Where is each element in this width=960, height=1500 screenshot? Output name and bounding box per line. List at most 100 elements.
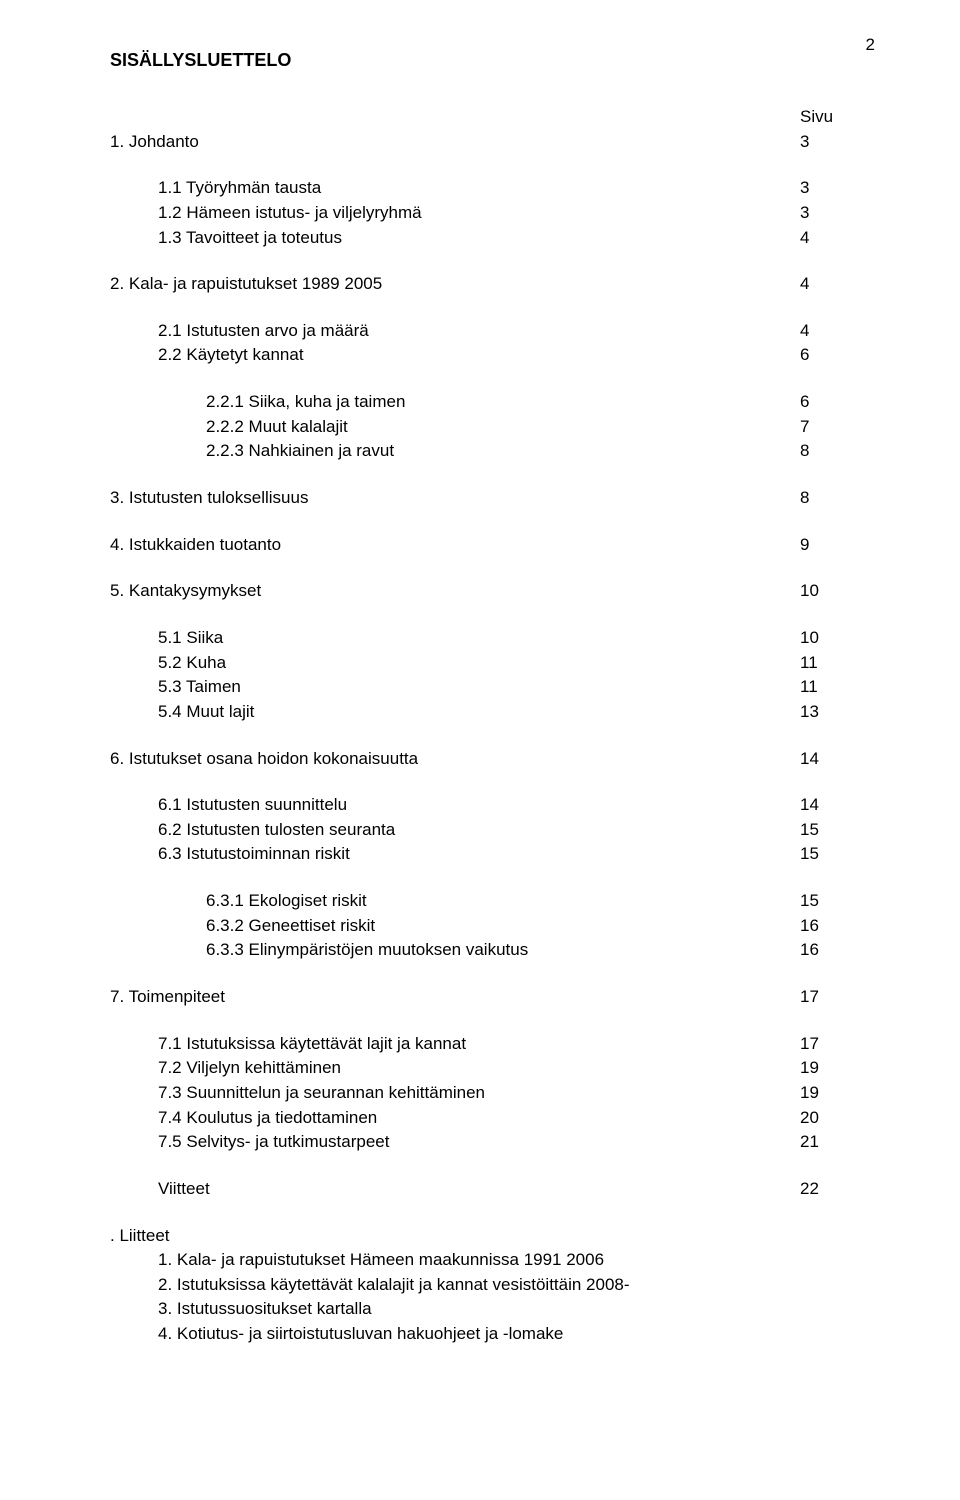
toc-page: 4: [800, 272, 860, 297]
toc-entry: 2.2.3 Nahkiainen ja ravut 8: [206, 439, 860, 464]
toc-entry: 7. Toimenpiteet 17: [110, 985, 860, 1010]
toc-entry: 7.1 Istutuksissa käytettävät lajit ja ka…: [158, 1032, 860, 1057]
appendix-heading: . Liitteet: [110, 1224, 860, 1249]
toc-page: 7: [800, 415, 860, 440]
toc-entry: 6.3.2 Geneettiset riskit 16: [206, 914, 860, 939]
toc-label: 6.3 Istutustoiminnan riskit: [158, 842, 800, 867]
toc-entry: 6.3.3 Elinympäristöjen muutoksen vaikutu…: [206, 938, 860, 963]
toc-page: 16: [800, 938, 860, 963]
toc-page: 8: [800, 486, 860, 511]
toc-label: 2.2.3 Nahkiainen ja ravut: [206, 439, 800, 464]
toc-entry: 1.2 Hämeen istutus- ja viljelyryhmä 3: [158, 201, 860, 226]
toc-entry: 3. Istutusten tuloksellisuus 8: [110, 486, 860, 511]
toc-page: 11: [800, 651, 860, 676]
toc-entry: 7.2 Viljelyn kehittäminen 19: [158, 1056, 860, 1081]
toc-page: 17: [800, 985, 860, 1010]
toc-label: 2.2.2 Muut kalalajit: [206, 415, 800, 440]
toc-page: 3: [800, 130, 860, 155]
sivu-header-row: Sivu: [110, 105, 860, 130]
toc-label: 7. Toimenpiteet: [110, 985, 800, 1010]
toc-entry: 2. Kala- ja rapuistutukset 1989 2005 4: [110, 272, 860, 297]
toc-label: 5.1 Siika: [158, 626, 800, 651]
page-number: 2: [866, 35, 875, 55]
toc-page: 19: [800, 1056, 860, 1081]
appendix-item: 1. Kala- ja rapuistutukset Hämeen maakun…: [158, 1248, 860, 1273]
toc-page: 13: [800, 700, 860, 725]
toc-page: 4: [800, 319, 860, 344]
toc-label: 6.3.3 Elinympäristöjen muutoksen vaikutu…: [206, 938, 800, 963]
toc-label: 3. Istutusten tuloksellisuus: [110, 486, 800, 511]
toc-entry: 6.3.1 Ekologiset riskit 15: [206, 889, 860, 914]
toc-label: 6.1 Istutusten suunnittelu: [158, 793, 800, 818]
toc-page: 21: [800, 1130, 860, 1155]
toc-entry: 5.2 Kuha 11: [158, 651, 860, 676]
toc-page: 15: [800, 818, 860, 843]
toc-label: 2.1 Istutusten arvo ja määrä: [158, 319, 800, 344]
toc-label: 5. Kantakysymykset: [110, 579, 800, 604]
toc-page: 11: [800, 675, 860, 700]
toc-label: 1.2 Hämeen istutus- ja viljelyryhmä: [158, 201, 800, 226]
toc-label: Viitteet: [158, 1177, 800, 1202]
toc-label: 2.2 Käytetyt kannat: [158, 343, 800, 368]
toc-label: 5.4 Muut lajit: [158, 700, 800, 725]
toc-label: 5.2 Kuha: [158, 651, 800, 676]
toc-page: 16: [800, 914, 860, 939]
toc-label: 6.3.1 Ekologiset riskit: [206, 889, 800, 914]
toc-page: 4: [800, 226, 860, 251]
toc-page: 19: [800, 1081, 860, 1106]
toc-page: 20: [800, 1106, 860, 1131]
toc-label: 7.4 Koulutus ja tiedottaminen: [158, 1106, 800, 1131]
toc-label: 7.1 Istutuksissa käytettävät lajit ja ka…: [158, 1032, 800, 1057]
toc-entry: 5.4 Muut lajit 13: [158, 700, 860, 725]
toc-entry: 5.3 Taimen 11: [158, 675, 860, 700]
toc-page: 9: [800, 533, 860, 558]
toc-label: 4. Istukkaiden tuotanto: [110, 533, 800, 558]
toc-label: 7.5 Selvitys- ja tutkimustarpeet: [158, 1130, 800, 1155]
toc-page: 6: [800, 343, 860, 368]
toc-label: 1.3 Tavoitteet ja toteutus: [158, 226, 800, 251]
toc-entry: 7.5 Selvitys- ja tutkimustarpeet 21: [158, 1130, 860, 1155]
toc-label: 7.2 Viljelyn kehittäminen: [158, 1056, 800, 1081]
sivu-label: Sivu: [800, 105, 860, 130]
appendix-section: . Liitteet 1. Kala- ja rapuistutukset Hä…: [110, 1224, 860, 1347]
toc-page: 10: [800, 579, 860, 604]
toc-label: 6.2 Istutusten tulosten seuranta: [158, 818, 800, 843]
toc-entry: 7.3 Suunnittelun ja seurannan kehittämin…: [158, 1081, 860, 1106]
toc-label: 7.3 Suunnittelun ja seurannan kehittämin…: [158, 1081, 800, 1106]
toc-entry: 4. Istukkaiden tuotanto 9: [110, 533, 860, 558]
toc-label: 1. Johdanto: [110, 130, 800, 155]
toc-entry: 2.2.2 Muut kalalajit 7: [206, 415, 860, 440]
toc-entry: 1.1 Työryhmän tausta 3: [158, 176, 860, 201]
toc-label: 1.1 Työryhmän tausta: [158, 176, 800, 201]
toc-entry: 6.1 Istutusten suunnittelu 14: [158, 793, 860, 818]
toc-page: 3: [800, 201, 860, 226]
toc-page: 15: [800, 842, 860, 867]
appendix-item: 2. Istutuksissa käytettävät kalalajit ja…: [158, 1273, 860, 1298]
toc-entry: 6.3 Istutustoiminnan riskit 15: [158, 842, 860, 867]
toc-entry: 7.4 Koulutus ja tiedottaminen 20: [158, 1106, 860, 1131]
toc-entry: 1.3 Tavoitteet ja toteutus 4: [158, 226, 860, 251]
toc-label: 6. Istutukset osana hoidon kokonaisuutta: [110, 747, 800, 772]
toc-page: 3: [800, 176, 860, 201]
toc-entry: 5. Kantakysymykset 10: [110, 579, 860, 604]
page: 2 SISÄLLYSLUETTELO Sivu 1. Johdanto 3 1.…: [0, 0, 960, 1500]
toc-entry: 2.2.1 Siika, kuha ja taimen 6: [206, 390, 860, 415]
toc-entry: 2.2 Käytetyt kannat 6: [158, 343, 860, 368]
toc-page: 17: [800, 1032, 860, 1057]
toc-page: 6: [800, 390, 860, 415]
toc-page: 15: [800, 889, 860, 914]
toc-entry: 6. Istutukset osana hoidon kokonaisuutta…: [110, 747, 860, 772]
toc-entry: 1. Johdanto 3: [110, 130, 860, 155]
toc-label: 2. Kala- ja rapuistutukset 1989 2005: [110, 272, 800, 297]
toc-entry: Viitteet 22: [158, 1177, 860, 1202]
toc-page: 10: [800, 626, 860, 651]
toc-entry: 5.1 Siika 10: [158, 626, 860, 651]
toc-label: 5.3 Taimen: [158, 675, 800, 700]
toc-entry: 2.1 Istutusten arvo ja määrä 4: [158, 319, 860, 344]
toc-page: 22: [800, 1177, 860, 1202]
toc-page: 14: [800, 747, 860, 772]
toc-label: 2.2.1 Siika, kuha ja taimen: [206, 390, 800, 415]
toc-page: 8: [800, 439, 860, 464]
toc-page: 14: [800, 793, 860, 818]
toc-title: SISÄLLYSLUETTELO: [110, 50, 860, 71]
